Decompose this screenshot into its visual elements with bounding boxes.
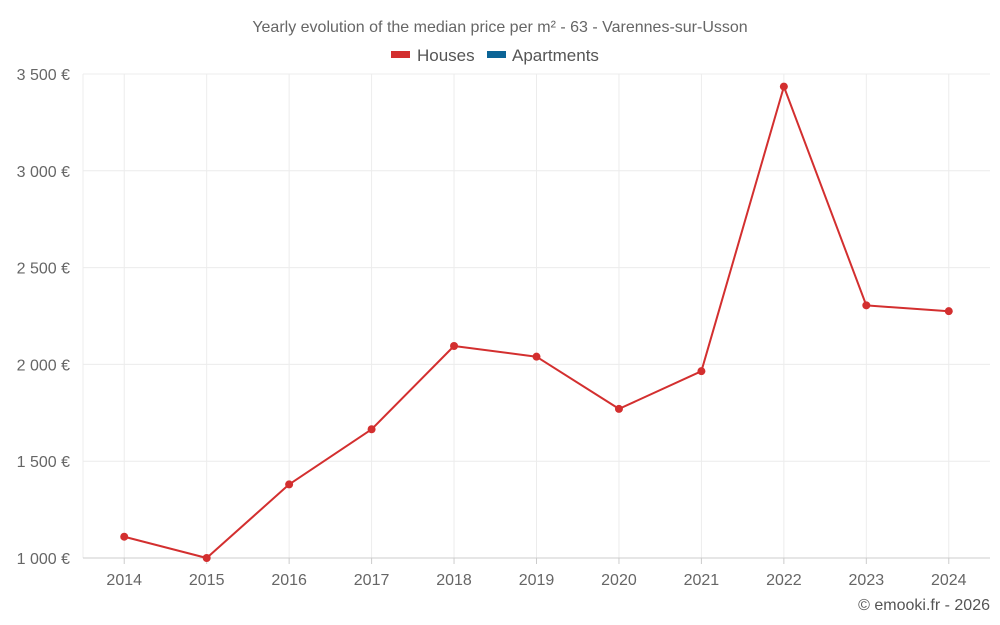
x-tick-label: 2015: [189, 572, 225, 589]
data-point-houses-2023[interactable]: [862, 301, 871, 310]
credit-text: © emooki.fr - 2026: [858, 597, 990, 614]
x-tick-label: 2014: [106, 572, 142, 589]
y-tick-label: 3 500 €: [17, 67, 70, 84]
y-tick-label: 2 500 €: [17, 261, 70, 278]
legend-label-apartments: Apartments: [512, 46, 599, 65]
data-point-houses-2017[interactable]: [367, 425, 376, 434]
y-tick-label: 2 000 €: [17, 357, 70, 374]
data-point-houses-2014[interactable]: [120, 532, 129, 541]
legend-label-houses: Houses: [417, 46, 475, 65]
data-point-houses-2021[interactable]: [697, 367, 706, 376]
data-point-houses-2024[interactable]: [944, 307, 953, 316]
x-tick-label: 2020: [601, 572, 637, 589]
data-point-houses-2022[interactable]: [779, 82, 788, 91]
y-tick-label: 3 000 €: [17, 164, 70, 181]
data-point-houses-2018[interactable]: [450, 342, 459, 351]
x-tick-label: 2016: [271, 572, 307, 589]
x-tick-label: 2023: [849, 572, 885, 589]
x-tick-label: 2017: [354, 572, 390, 589]
legend-swatch-apartments: [487, 51, 506, 58]
x-tick-label: 2018: [436, 572, 472, 589]
legend-item-apartments[interactable]: Apartments: [487, 46, 599, 65]
y-tick-label: 1 500 €: [17, 454, 70, 471]
x-tick-label: 2022: [766, 572, 802, 589]
legend-swatch-houses: [391, 51, 410, 58]
x-tick-label: 2019: [519, 572, 555, 589]
y-tick-label: 1 000 €: [17, 551, 70, 568]
grid: [82, 73, 990, 558]
data-point-houses-2016[interactable]: [285, 480, 294, 489]
x-tick-label: 2024: [931, 572, 967, 589]
chart-title: Yearly evolution of the median price per…: [252, 19, 747, 36]
data-point-houses-2019[interactable]: [532, 352, 541, 361]
x-tick-label: 2021: [684, 572, 720, 589]
legend: Houses Apartments: [391, 46, 599, 65]
axes: 1 000 € 1 500 € 2 000 € 2 500 € 3 000 € 3 500…: [17, 67, 990, 589]
legend-item-houses[interactable]: Houses: [391, 46, 475, 65]
series: [120, 82, 953, 562]
data-point-houses-2015[interactable]: [202, 554, 211, 562]
data-point-houses-2020[interactable]: [614, 404, 623, 413]
